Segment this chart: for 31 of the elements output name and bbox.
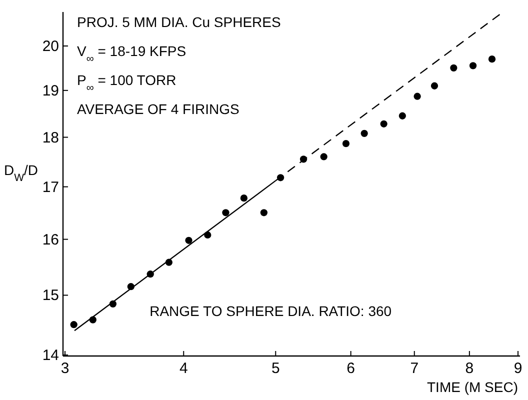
point <box>260 209 268 216</box>
annotation: PROJ. 5 MM DIA. Cu SPHERES <box>77 14 281 30</box>
point <box>222 209 230 216</box>
x-tick-label: 8 <box>465 360 474 377</box>
y-tick-label: 19 <box>42 82 59 100</box>
point <box>414 92 421 100</box>
x-tick-label: 4 <box>179 360 188 377</box>
point <box>240 194 248 202</box>
y-tick-label: 16 <box>42 231 59 248</box>
x-tick-label: 7 <box>410 360 419 377</box>
annotation: V$_{∞}$ = 18-19 KFPS <box>77 43 186 65</box>
x-tick-label: 3 <box>60 360 70 377</box>
y-tick-label: 20 <box>42 38 59 55</box>
x-tick-label: 6 <box>346 360 355 377</box>
x-axis-title: TIME (M SEC) <box>427 379 518 395</box>
point <box>450 64 458 72</box>
annotation: P$_{∞}$ = 100 TORR <box>77 72 176 94</box>
point <box>488 56 496 63</box>
y-tick-label: 14 <box>42 347 59 364</box>
y-tick-label: 17 <box>42 178 59 196</box>
point <box>430 82 438 90</box>
y-tick-label: 18 <box>42 129 59 146</box>
annotation: RANGE TO SPHERE DIA. RATIO: 360 <box>150 303 392 319</box>
annotation: AVERAGE OF 4 FIRINGS <box>77 101 240 117</box>
y-tick-label: 15 <box>42 287 59 304</box>
point <box>185 236 192 244</box>
x-tick-label: 9 <box>514 360 522 377</box>
point <box>469 62 477 70</box>
x-tick-label: 5 <box>271 360 280 377</box>
y-axis-title: D$_{W}$/D <box>4 162 38 184</box>
point <box>70 321 78 328</box>
